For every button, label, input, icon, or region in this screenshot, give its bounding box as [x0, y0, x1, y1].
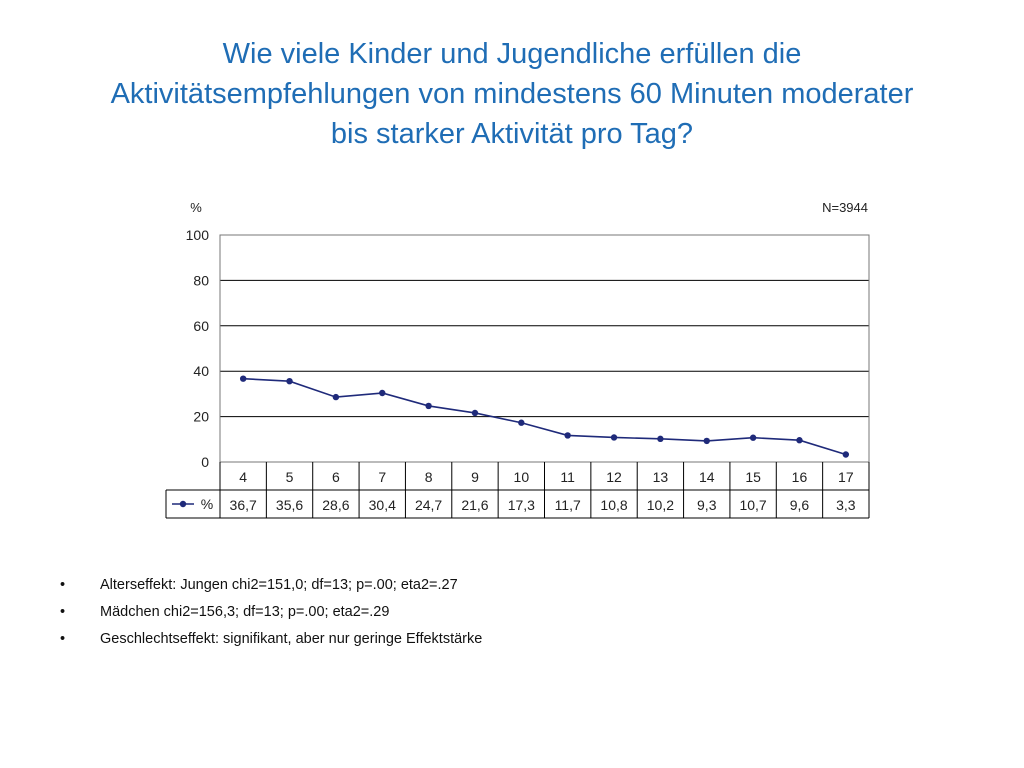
x-category-label: 4 — [239, 469, 247, 485]
data-point — [518, 419, 525, 426]
bullet-item: • Alterseffekt: Jungen chi2=151,0; df=13… — [60, 574, 960, 601]
slide-title: Wie viele Kinder und Jugendliche erfülle… — [40, 34, 984, 154]
data-value-label: 24,7 — [415, 497, 442, 513]
title-line-1: Wie viele Kinder und Jugendliche erfülle… — [222, 38, 802, 70]
data-value-label: 28,6 — [322, 497, 349, 513]
y-tick-label: 20 — [193, 409, 209, 425]
bullet-item: • Geschlechtseffekt: signifikant, aber n… — [60, 628, 960, 655]
data-value-label: 21,6 — [461, 497, 488, 513]
chart-grid — [219, 234, 870, 463]
data-point — [703, 437, 710, 445]
data-value-label: 30,4 — [369, 497, 396, 513]
sample-size-annotation: N=3944 — [822, 200, 868, 215]
data-point — [286, 377, 293, 385]
x-category-label: 13 — [653, 469, 669, 485]
data-point — [471, 409, 479, 417]
data-value-label: 10,2 — [647, 497, 674, 513]
y-tick-label: 40 — [193, 363, 209, 379]
data-value-label: 36,7 — [230, 497, 257, 513]
bullet-list: • Alterseffekt: Jungen chi2=151,0; df=13… — [60, 574, 960, 655]
data-point — [425, 402, 432, 410]
data-table: 4 5 6 7 8 9 10 11 12 13 14 15 16 17 36,7 35,6 28,6 30,4 24… — [165, 462, 870, 519]
data-point — [749, 434, 757, 441]
y-tick-labels: 0 20 40 60 80 100 — [186, 227, 210, 470]
y-axis-unit-label: % — [190, 200, 202, 215]
x-category-label: 7 — [378, 469, 386, 485]
x-category-label: 15 — [745, 469, 761, 485]
y-tick-label: 60 — [193, 318, 209, 334]
data-value-label: 9,6 — [790, 497, 810, 513]
x-category-label: 5 — [286, 469, 294, 485]
series-line-group — [239, 375, 850, 458]
x-category-label: 8 — [425, 469, 433, 485]
data-point — [657, 435, 664, 443]
y-tick-label: 80 — [193, 272, 209, 288]
x-category-label: 14 — [699, 469, 715, 485]
x-category-label: 6 — [332, 469, 340, 485]
x-category-label: 10 — [514, 469, 530, 485]
data-value-label: 11,7 — [555, 497, 581, 513]
title-line-3: bis starker Aktivität pro Tag? — [330, 118, 694, 150]
data-point — [379, 389, 386, 397]
bullet-dot: • — [60, 577, 66, 593]
legend-marker-swatch — [179, 500, 187, 508]
x-category-label: 16 — [792, 469, 808, 485]
legend-series-label: % — [201, 496, 213, 512]
bullet-text: Alterseffekt: Jungen chi2=151,0; df=13; … — [100, 577, 458, 593]
data-value-label: 10,8 — [600, 497, 627, 513]
bullet-dot: • — [60, 631, 66, 647]
x-category-label: 12 — [606, 469, 622, 485]
bullet-text: Mädchen chi2=156,3; df=13; p=.00; eta2=.… — [100, 604, 390, 620]
series-line — [243, 377, 847, 456]
data-value-label: 3,3 — [836, 497, 856, 513]
bullet-item: • Mädchen chi2=156,3; df=13; p=.00; eta2… — [60, 601, 960, 628]
data-value-label: 35,6 — [276, 497, 303, 513]
data-point — [239, 375, 247, 382]
x-category-label: 11 — [560, 469, 575, 485]
y-tick-label: 100 — [186, 227, 210, 243]
bullet-text: Geschlechtseffekt: signifikant, aber nur… — [100, 631, 483, 647]
bullet-dot: • — [60, 604, 66, 620]
data-point — [796, 437, 803, 444]
x-category-label: 17 — [838, 469, 854, 485]
y-tick-label: 0 — [201, 454, 209, 470]
data-value-label: 17,3 — [508, 497, 535, 513]
plot-area-frame — [219, 234, 870, 463]
data-point — [610, 434, 618, 441]
title-line-2: Aktivitätsempfehlungen von mindestens 60… — [110, 78, 914, 110]
data-point — [564, 432, 571, 439]
x-category-label: 9 — [471, 469, 479, 485]
data-point — [332, 393, 340, 401]
data-point — [842, 451, 850, 458]
data-value-label: 10,7 — [739, 497, 766, 513]
data-value-label: 9,3 — [697, 497, 717, 513]
